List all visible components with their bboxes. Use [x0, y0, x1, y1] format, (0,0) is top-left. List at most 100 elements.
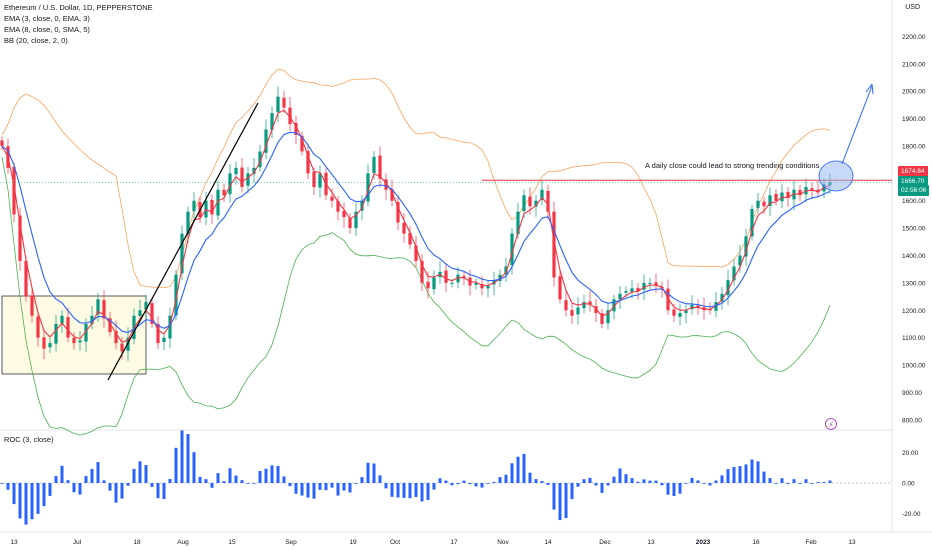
roc-bar	[354, 483, 358, 484]
y-tick-label: 1000.00	[902, 363, 926, 370]
lightning-glyph: ⚡	[829, 421, 834, 429]
candle-body	[96, 299, 100, 315]
candle-body	[78, 340, 82, 343]
roc-bar	[420, 483, 424, 502]
candle-body	[138, 310, 142, 317]
candle-body	[72, 337, 76, 344]
y-tick-label: 1900.00	[902, 116, 926, 123]
roc-bar	[714, 480, 718, 483]
roc-bar	[468, 483, 472, 485]
roc-bar	[180, 430, 184, 483]
candle-body	[786, 191, 790, 198]
candle-body	[90, 315, 94, 324]
y-tick-label: 1300.00	[902, 280, 926, 287]
candle-body	[54, 323, 58, 344]
candle-body	[528, 196, 532, 207]
y-tick-label: 1800.00	[902, 143, 926, 150]
roc-bar	[666, 483, 670, 495]
candle-body	[426, 281, 430, 289]
x-tick-label: Sep	[285, 539, 297, 546]
candle-body	[282, 97, 286, 108]
candle-body	[510, 233, 514, 266]
candle-body	[480, 283, 484, 289]
legend-ema-fast: EMA (3, close, 0, EMA, 3)	[4, 14, 90, 23]
roc-bar	[810, 483, 814, 484]
roc-bar	[42, 483, 46, 507]
roc-bar	[570, 483, 574, 500]
roc-bar	[708, 483, 712, 486]
candle-body	[330, 196, 334, 201]
roc-bar	[588, 477, 592, 483]
bb-upper-line	[1, 68, 831, 289]
roc-bar	[126, 483, 130, 486]
candle-body	[144, 302, 148, 310]
candle-body	[288, 107, 292, 125]
ema-fast-line	[1, 109, 831, 343]
candle-body	[150, 303, 154, 324]
annotation-text: A daily close could lead to strong trend…	[645, 161, 820, 170]
candle-body	[378, 155, 382, 179]
candle-body	[576, 307, 580, 315]
roc-bar	[552, 483, 556, 510]
roc-bar	[246, 483, 250, 484]
roc-bar	[54, 476, 58, 483]
candle-body	[42, 337, 46, 349]
candle-body	[360, 200, 364, 211]
roc-bar	[324, 483, 328, 491]
candle-body	[570, 309, 574, 316]
roc-bar	[822, 482, 826, 483]
candle-body	[534, 200, 538, 207]
roc-legend: ROC (3, close)	[4, 435, 54, 444]
roc-bar	[348, 483, 352, 493]
candle-body	[624, 291, 628, 293]
candle-body	[504, 266, 508, 275]
roc-bar	[276, 465, 280, 483]
roc-bar	[462, 480, 466, 483]
candle-body	[564, 300, 568, 311]
roc-bar	[684, 483, 688, 484]
candle-body	[84, 323, 88, 342]
candle-body	[684, 310, 688, 313]
roc-bar	[534, 479, 538, 483]
roc-bar	[330, 483, 334, 488]
roc-bar	[186, 434, 190, 483]
roc-bar	[108, 483, 112, 491]
roc-bar	[132, 468, 136, 483]
roc-bar	[24, 483, 28, 525]
roc-bar	[780, 478, 784, 483]
candle-body	[402, 222, 406, 234]
projection-arrowhead	[865, 83, 874, 95]
ema-slow-line	[1, 131, 831, 334]
candle-body	[318, 173, 322, 188]
x-tick-label: 13	[647, 539, 655, 546]
candle-body	[306, 151, 310, 174]
resistance-price-tag: 1674.84	[898, 166, 928, 177]
roc-bar	[402, 483, 406, 498]
roc-bar	[6, 483, 10, 490]
candle-body	[216, 189, 220, 216]
roc-bar	[606, 483, 610, 486]
roc-bar	[630, 478, 634, 483]
candle-body	[396, 202, 400, 223]
candle-body	[210, 199, 214, 215]
x-tick-label: 13	[10, 539, 18, 546]
x-tick-label: Aug	[177, 539, 189, 546]
roc-bar	[390, 483, 394, 497]
candle-body	[522, 195, 526, 212]
roc-bar	[738, 466, 742, 483]
roc-bar	[72, 483, 76, 493]
x-tick-label: Feb	[805, 539, 817, 546]
roc-bar	[510, 463, 514, 483]
candle-body	[792, 189, 796, 200]
roc-bar	[228, 468, 232, 483]
roc-bar	[726, 469, 730, 483]
roc-bar	[624, 474, 628, 483]
candle-body	[486, 285, 490, 289]
roc-bar	[234, 475, 238, 483]
x-tick-label: Oct	[390, 539, 400, 546]
roc-bar	[798, 483, 802, 484]
roc-bar	[90, 468, 94, 483]
roc-bar	[360, 477, 364, 483]
roc-bar	[660, 483, 664, 486]
